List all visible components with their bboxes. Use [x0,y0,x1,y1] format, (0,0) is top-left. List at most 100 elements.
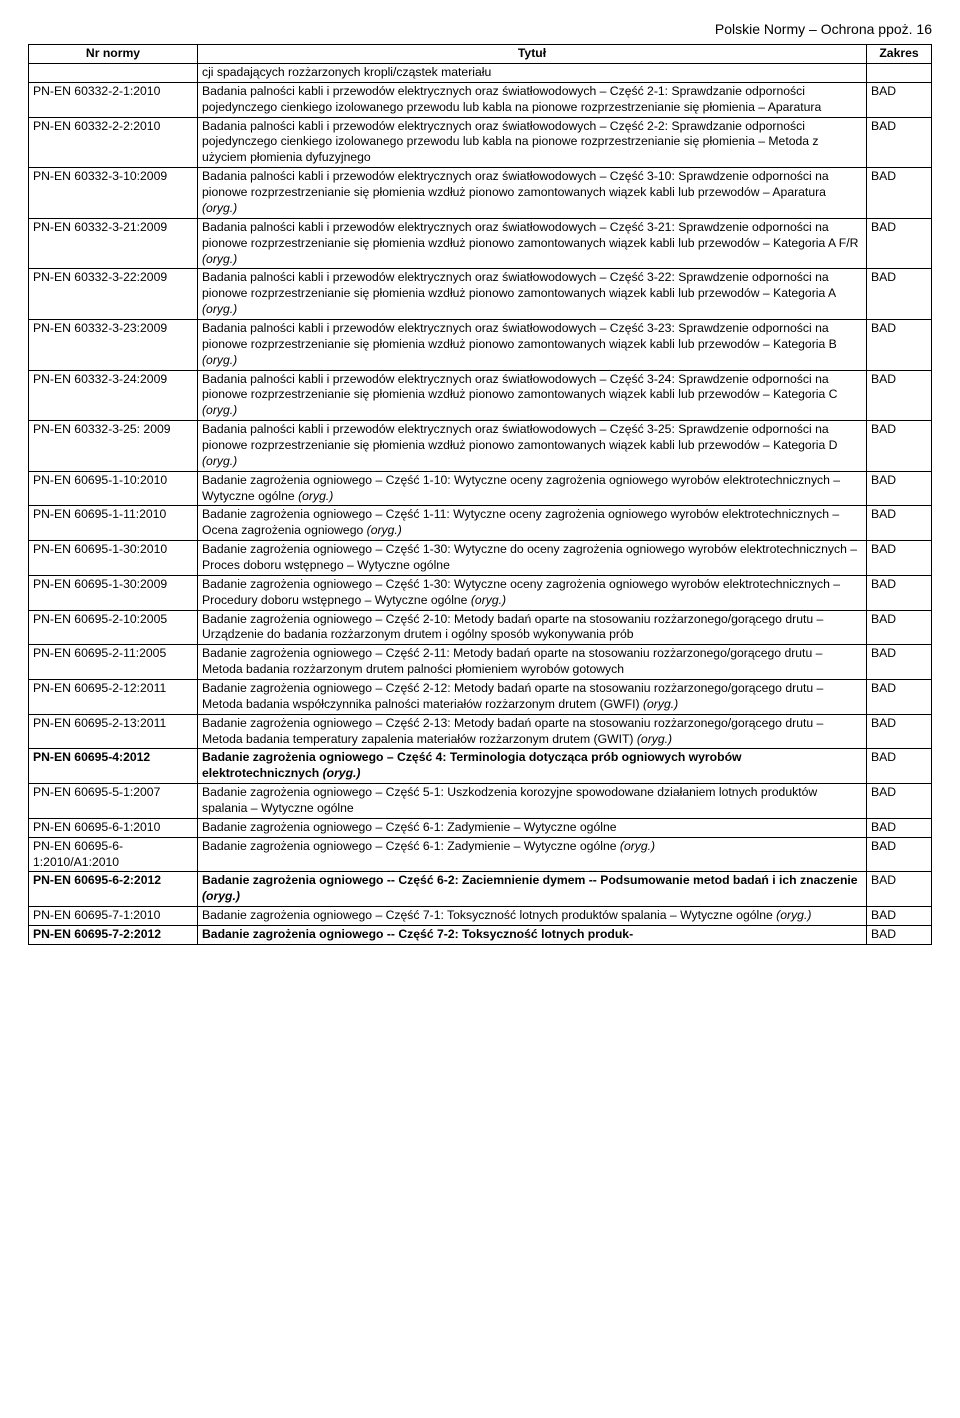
cell-zakres: BAD [867,575,932,610]
cell-code [29,64,198,83]
cell-title: Badanie zagrożenia ogniowego – Część 1-3… [198,575,867,610]
table-row: PN-EN 60695-2-12:2011Badanie zagrożenia … [29,679,932,714]
table-row: PN-EN 60332-2-1:2010Badania palności kab… [29,82,932,117]
table-row: PN-EN 60695-6-2:2012Badanie zagrożenia o… [29,872,932,907]
cell-title: Badania palności kabli i przewodów elekt… [198,117,867,168]
table-row: PN-EN 60332-3-23:2009Badania palności ka… [29,319,932,370]
cell-zakres: BAD [867,421,932,472]
table-row: PN-EN 60695-1-30:2010Badanie zagrożenia … [29,541,932,576]
cell-code: PN-EN 60695-7-2:2012 [29,926,198,945]
cell-title: Badania palności kabli i przewodów elekt… [198,82,867,117]
cell-title: Badanie zagrożenia ogniowego -- Część 6-… [198,872,867,907]
table-row: PN-EN 60695-7-1:2010Badanie zagrożenia o… [29,907,932,926]
cell-title: Badanie zagrożenia ogniowego – Część 6-1… [198,837,867,872]
table-row: PN-EN 60695-2-13:2011Badanie zagrożenia … [29,714,932,749]
cell-zakres: BAD [867,610,932,645]
table-header-row: Nr normy Tytuł Zakres [29,45,932,64]
table-row: PN-EN 60695-4:2012Badanie zagrożenia ogn… [29,749,932,784]
cell-title: Badanie zagrożenia ogniowego -- Część 7-… [198,926,867,945]
cell-zakres: BAD [867,749,932,784]
cell-code: PN-EN 60332-3-24:2009 [29,370,198,421]
table-row: PN-EN 60695-1-30:2009Badanie zagrożenia … [29,575,932,610]
table-row: PN-EN 60695-1-10:2010Badanie zagrożenia … [29,471,932,506]
cell-zakres: BAD [867,907,932,926]
cell-title: Badania palności kabli i przewodów elekt… [198,168,867,219]
cell-zakres: BAD [867,926,932,945]
cell-code: PN-EN 60695-1-10:2010 [29,471,198,506]
cell-title: Badanie zagrożenia ogniowego – Część 1-3… [198,541,867,576]
table-row: PN-EN 60695-2-10:2005Badanie zagrożenia … [29,610,932,645]
cell-code: PN-EN 60695-1-30:2010 [29,541,198,576]
cell-code: PN-EN 60695-1-11:2010 [29,506,198,541]
cell-title: Badanie zagrożenia ogniowego – Część 5-1… [198,784,867,819]
cell-code: PN-EN 60695-5-1:2007 [29,784,198,819]
table-row: PN-EN 60332-3-22:2009Badania palności ka… [29,269,932,320]
cell-code: PN-EN 60695-4:2012 [29,749,198,784]
page-header: Polskie Normy – Ochrona ppoż. 16 [28,20,932,38]
col-header-code: Nr normy [29,45,198,64]
table-row: PN-EN 60332-2-2:2010Badania palności kab… [29,117,932,168]
cell-code: PN-EN 60332-3-21:2009 [29,218,198,269]
cell-title: Badanie zagrożenia ogniowego – Część 2-1… [198,679,867,714]
cell-zakres: BAD [867,506,932,541]
cell-code: PN-EN 60695-2-13:2011 [29,714,198,749]
cell-zakres: BAD [867,714,932,749]
cell-title: Badanie zagrożenia ogniowego – Część 6-1… [198,818,867,837]
cell-code: PN-EN 60332-3-10:2009 [29,168,198,219]
table-body: cji spadających rozżarzonych kropli/cząs… [29,64,932,945]
cell-zakres: BAD [867,645,932,680]
cell-title: Badanie zagrożenia ogniowego – Część 2-1… [198,610,867,645]
table-row: PN-EN 60695-5-1:2007Badanie zagrożenia o… [29,784,932,819]
cell-zakres: BAD [867,218,932,269]
cell-zakres: BAD [867,784,932,819]
table-row: PN-EN 60332-3-24:2009Badania palności ka… [29,370,932,421]
cell-zakres: BAD [867,872,932,907]
cell-title: Badania palności kabli i przewodów elekt… [198,421,867,472]
table-row: PN-EN 60695-1-11:2010Badanie zagrożenia … [29,506,932,541]
cell-title: Badanie zagrożenia ogniowego – Część 1-1… [198,471,867,506]
cell-code: PN-EN 60332-3-22:2009 [29,269,198,320]
cell-code: PN-EN 60695-7-1:2010 [29,907,198,926]
cell-code: PN-EN 60695-6-1:2010 [29,818,198,837]
cell-zakres [867,64,932,83]
cell-title: Badania palności kabli i przewodów elekt… [198,218,867,269]
cell-zakres: BAD [867,319,932,370]
cell-zakres: BAD [867,82,932,117]
cell-zakres: BAD [867,471,932,506]
cell-title: Badanie zagrożenia ogniowego – Część 7-1… [198,907,867,926]
cell-title: Badanie zagrożenia ogniowego – Część 2-1… [198,645,867,680]
table-row: PN-EN 60332-3-21:2009Badania palności ka… [29,218,932,269]
cell-zakres: BAD [867,541,932,576]
cell-code: PN-EN 60695-2-11:2005 [29,645,198,680]
cell-title: Badania palności kabli i przewodów elekt… [198,269,867,320]
cell-title: Badanie zagrożenia ogniowego – Część 2-1… [198,714,867,749]
cell-title: Badania palności kabli i przewodów elekt… [198,370,867,421]
cell-code: PN-EN 60695-6-1:2010/A1:2010 [29,837,198,872]
cell-title: cji spadających rozżarzonych kropli/cząs… [198,64,867,83]
cell-zakres: BAD [867,837,932,872]
cell-zakres: BAD [867,679,932,714]
cell-code: PN-EN 60332-2-1:2010 [29,82,198,117]
cell-zakres: BAD [867,818,932,837]
cell-zakres: BAD [867,370,932,421]
cell-code: PN-EN 60332-3-25: 2009 [29,421,198,472]
table-row: PN-EN 60695-2-11:2005Badanie zagrożenia … [29,645,932,680]
cell-code: PN-EN 60332-2-2:2010 [29,117,198,168]
cell-zakres: BAD [867,117,932,168]
cell-zakres: BAD [867,168,932,219]
table-row: PN-EN 60695-6-1:2010Badanie zagrożenia o… [29,818,932,837]
table-row: PN-EN 60695-6-1:2010/A1:2010Badanie zagr… [29,837,932,872]
cell-zakres: BAD [867,269,932,320]
cell-title: Badania palności kabli i przewodów elekt… [198,319,867,370]
cell-code: PN-EN 60332-3-23:2009 [29,319,198,370]
cell-code: PN-EN 60695-2-10:2005 [29,610,198,645]
standards-table: Nr normy Tytuł Zakres cji spadających ro… [28,44,932,945]
cell-title: Badanie zagrożenia ogniowego – Część 1-1… [198,506,867,541]
cell-code: PN-EN 60695-1-30:2009 [29,575,198,610]
col-header-title: Tytuł [198,45,867,64]
cell-code: PN-EN 60695-2-12:2011 [29,679,198,714]
cell-title: Badanie zagrożenia ogniowego – Część 4: … [198,749,867,784]
cell-code: PN-EN 60695-6-2:2012 [29,872,198,907]
col-header-zakres: Zakres [867,45,932,64]
table-row: cji spadających rozżarzonych kropli/cząs… [29,64,932,83]
